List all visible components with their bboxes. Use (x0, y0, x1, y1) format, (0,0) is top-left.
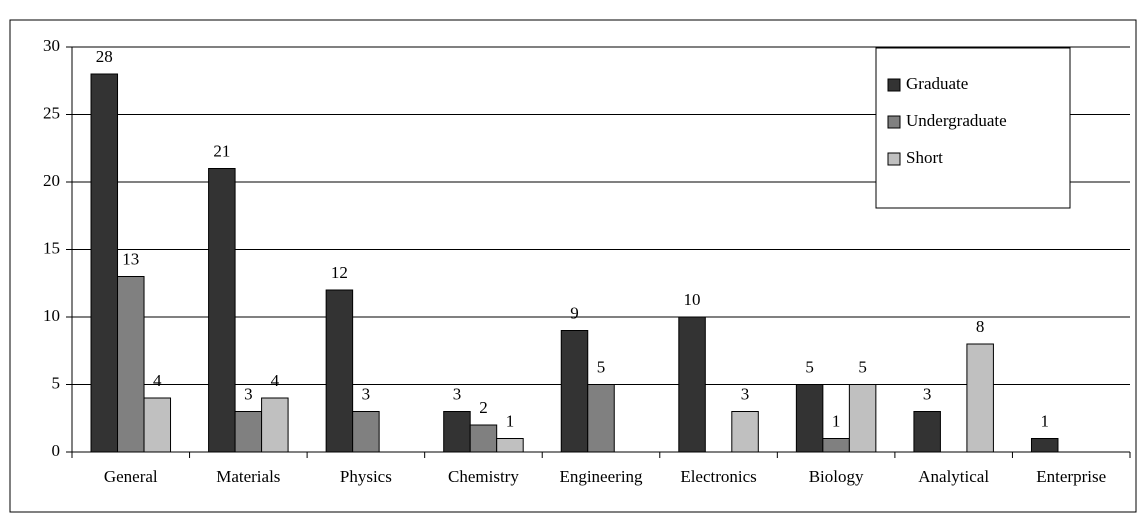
bar (966, 343, 994, 453)
x-tick-label: Analytical (918, 467, 989, 486)
bar (325, 289, 354, 453)
value-label: 1 (1040, 411, 1049, 430)
value-label: 3 (741, 384, 750, 403)
bar (261, 397, 289, 453)
value-label: 28 (96, 47, 113, 66)
bar (848, 384, 877, 453)
value-label: 12 (331, 263, 348, 282)
y-tick-label: 0 (52, 441, 61, 460)
x-tick-label: General (104, 467, 158, 486)
bar (913, 411, 941, 453)
y-tick-label: 15 (43, 238, 60, 257)
bar (234, 411, 263, 453)
bar (143, 397, 172, 453)
bar (587, 384, 615, 453)
x-tick-label: Materials (216, 467, 280, 486)
legend-label: Short (906, 148, 943, 167)
y-tick-label: 10 (43, 306, 60, 325)
value-label: 3 (923, 384, 932, 403)
value-label: 3 (453, 384, 462, 403)
bar (208, 168, 236, 453)
bar (560, 330, 589, 453)
value-label: 1 (506, 411, 515, 430)
bar (795, 384, 824, 453)
y-tick-label: 20 (43, 171, 60, 190)
x-tick-label: Physics (340, 467, 392, 486)
bar (443, 411, 471, 453)
value-label: 4 (153, 371, 162, 390)
legend-swatch (887, 78, 901, 92)
legend-label: Graduate (906, 74, 968, 93)
value-label: 5 (597, 357, 606, 376)
legend-swatch (887, 152, 901, 166)
bar (469, 424, 498, 453)
x-tick-label: Enterprise (1036, 467, 1106, 486)
x-tick-label: Chemistry (448, 467, 519, 486)
legend-box (875, 47, 1071, 209)
bar (678, 316, 706, 453)
value-label: 8 (976, 317, 985, 336)
bar (90, 73, 119, 453)
y-tick-label: 25 (43, 103, 60, 122)
value-label: 13 (122, 249, 139, 268)
bar (117, 276, 145, 453)
value-label: 10 (684, 290, 701, 309)
legend-swatch (887, 115, 901, 129)
y-tick-label: 5 (52, 373, 61, 392)
value-label: 2 (479, 398, 488, 417)
legend-label: Undergraduate (906, 111, 1007, 130)
value-label: 3 (362, 384, 371, 403)
x-tick-label: Biology (809, 467, 864, 486)
bar (1030, 438, 1059, 453)
value-label: 5 (805, 357, 814, 376)
value-label: 21 (213, 141, 230, 160)
bar (496, 438, 524, 453)
value-label: 3 (244, 384, 253, 403)
bar (731, 411, 759, 453)
bar (352, 411, 380, 453)
x-tick-label: Engineering (559, 467, 643, 486)
bar (822, 438, 850, 453)
y-tick-label: 30 (43, 36, 60, 55)
x-tick-label: Electronics (680, 467, 756, 486)
value-label: 1 (832, 411, 841, 430)
value-label: 4 (271, 371, 280, 390)
value-label: 9 (570, 303, 579, 322)
value-label: 5 (858, 357, 867, 376)
